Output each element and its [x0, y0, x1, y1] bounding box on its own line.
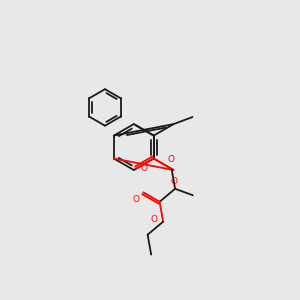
Text: O: O — [140, 164, 147, 173]
Text: O: O — [170, 176, 177, 185]
Text: O: O — [167, 155, 174, 164]
Text: O: O — [133, 195, 140, 204]
Text: O: O — [151, 215, 158, 224]
